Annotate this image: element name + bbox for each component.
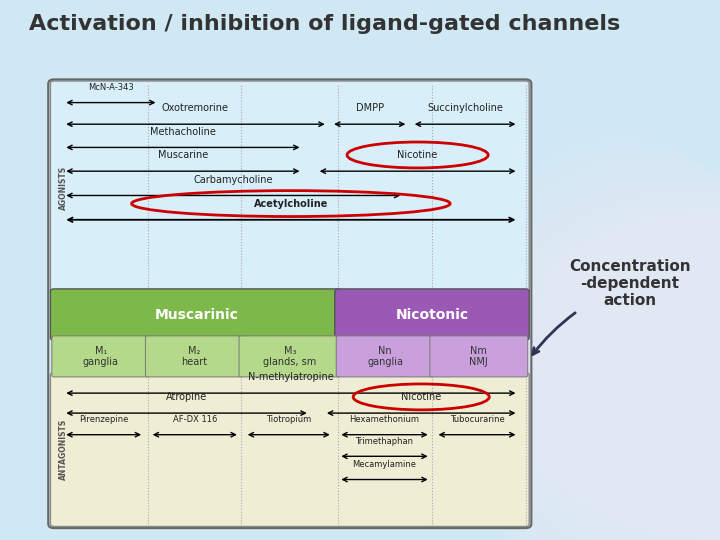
Text: Pirenzepine: Pirenzepine bbox=[79, 415, 128, 424]
Text: Nicotonic: Nicotonic bbox=[395, 308, 469, 321]
Text: Activation / inhibition of ligand-gated channels: Activation / inhibition of ligand-gated … bbox=[29, 14, 620, 33]
Text: M₃
glands, sm: M₃ glands, sm bbox=[264, 346, 316, 367]
FancyBboxPatch shape bbox=[52, 336, 150, 377]
Text: Nicotine: Nicotine bbox=[397, 150, 438, 160]
Text: Atropine: Atropine bbox=[166, 392, 207, 402]
Text: Nicotine: Nicotine bbox=[401, 392, 441, 402]
FancyBboxPatch shape bbox=[335, 289, 529, 340]
Text: McN-A-343: McN-A-343 bbox=[88, 83, 134, 92]
FancyBboxPatch shape bbox=[430, 336, 528, 377]
Text: Tiotropium: Tiotropium bbox=[266, 415, 311, 424]
Text: Succinylcholine: Succinylcholine bbox=[427, 103, 503, 113]
Text: Nn
ganglia: Nn ganglia bbox=[367, 346, 403, 367]
Text: DMPP: DMPP bbox=[356, 103, 384, 113]
FancyBboxPatch shape bbox=[239, 336, 341, 377]
Text: Muscarinic: Muscarinic bbox=[154, 308, 238, 321]
Text: Mecamylamine: Mecamylamine bbox=[353, 460, 416, 469]
Text: Oxotremorine: Oxotremorine bbox=[162, 103, 229, 113]
Text: M₁
ganglia: M₁ ganglia bbox=[83, 346, 119, 367]
Text: AF-DX 116: AF-DX 116 bbox=[173, 415, 217, 424]
Text: Acetylcholine: Acetylcholine bbox=[253, 199, 328, 209]
Text: Carbamycholine: Carbamycholine bbox=[194, 174, 273, 185]
Text: Hexamethonium: Hexamethonium bbox=[349, 415, 420, 424]
Text: AGONISTS: AGONISTS bbox=[59, 166, 68, 210]
Text: Nm
NMJ: Nm NMJ bbox=[469, 346, 488, 367]
FancyBboxPatch shape bbox=[336, 336, 434, 377]
FancyBboxPatch shape bbox=[50, 81, 529, 294]
FancyBboxPatch shape bbox=[145, 336, 243, 377]
Text: M₂
heart: M₂ heart bbox=[181, 346, 207, 367]
Text: Methacholine: Methacholine bbox=[150, 126, 216, 137]
Text: Concentration
-dependent
action: Concentration -dependent action bbox=[533, 259, 690, 354]
Text: N-methylatropine: N-methylatropine bbox=[248, 372, 334, 382]
FancyBboxPatch shape bbox=[50, 373, 529, 526]
FancyBboxPatch shape bbox=[50, 289, 342, 340]
Text: ANTAGONISTS: ANTAGONISTS bbox=[59, 419, 68, 480]
Text: Trimethaphan: Trimethaphan bbox=[356, 436, 413, 446]
Text: Tubocurarine: Tubocurarine bbox=[449, 415, 505, 424]
Text: Muscarine: Muscarine bbox=[158, 150, 208, 160]
